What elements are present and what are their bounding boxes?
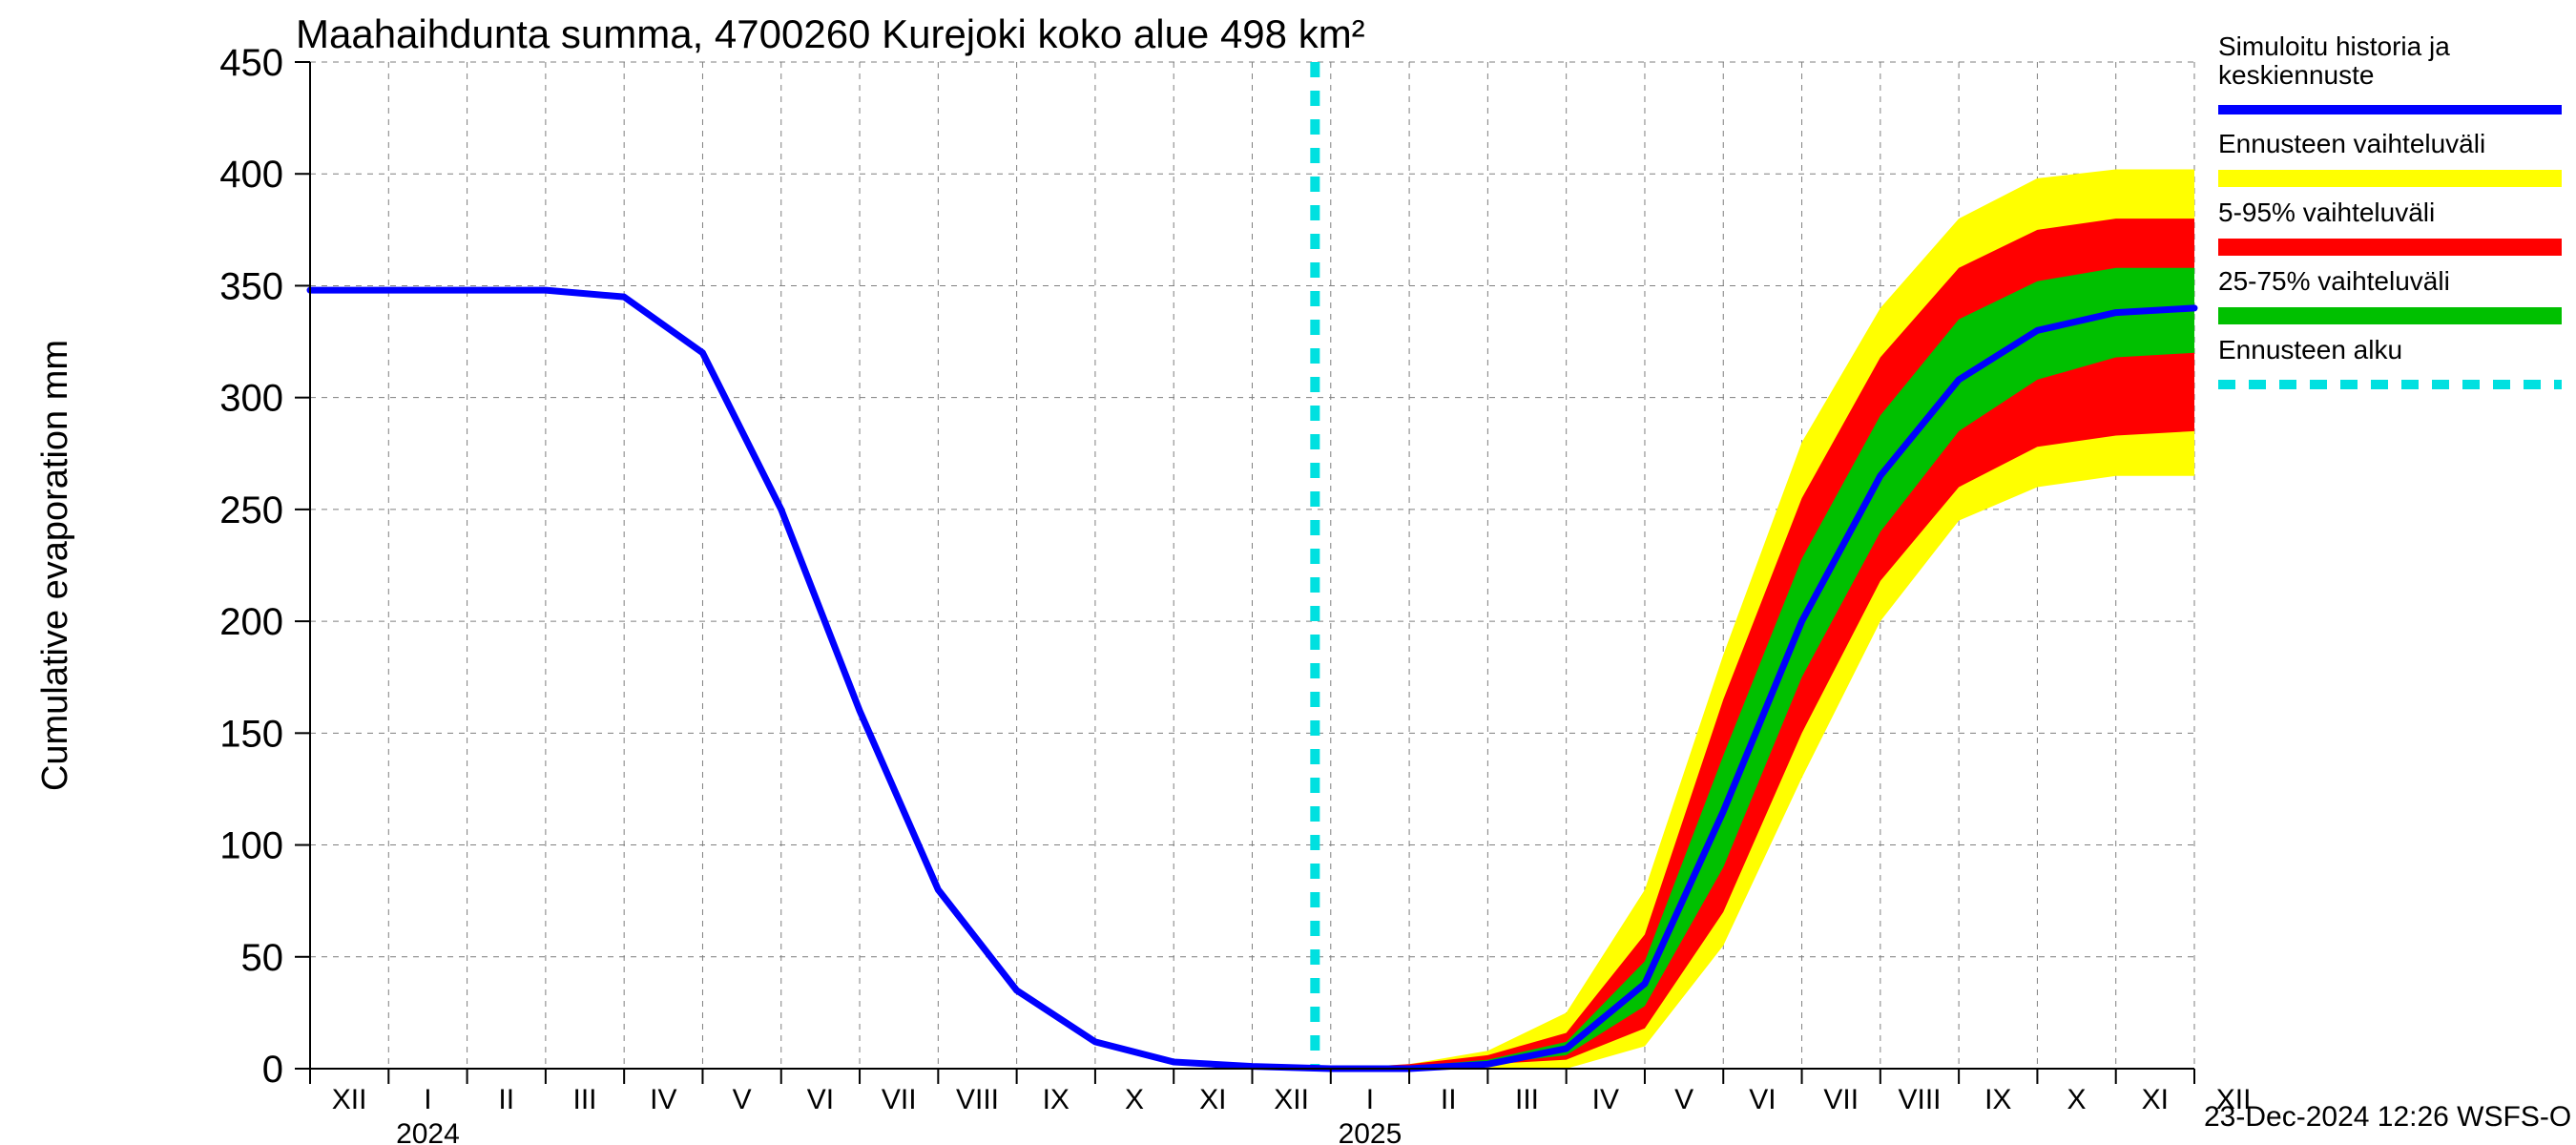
x-tick-label: VII [1823,1084,1859,1115]
chart-footer: 23-Dec-2024 12:26 WSFS-O [2204,1101,2571,1133]
y-tick-label: 450 [219,42,283,84]
x-tick-label: III [1515,1084,1539,1115]
chart-svg: 050100150200250300350400450XIIIIIIIIIVVV… [0,0,2576,1145]
x-tick-label: III [573,1084,597,1115]
y-axis-label: Cumulative evaporation mm [35,340,75,791]
x-tick-label: IV [1592,1084,1619,1115]
legend-label: keskiennuste [2218,60,2374,90]
legend-label: Ennusteen alku [2218,335,2402,364]
x-tick-label: VI [1749,1084,1776,1115]
chart-title: Maahaihdunta summa, 4700260 Kurejoki kok… [296,11,1365,56]
x-tick-label: XI [2142,1084,2169,1115]
legend-swatch [2218,307,2562,324]
y-tick-label: 250 [219,489,283,531]
legend-label: 5-95% vaihteluväli [2218,198,2435,227]
x-tick-label: IX [1984,1084,2011,1115]
x-tick-label: IV [650,1084,676,1115]
x-tick-label: X [1125,1084,1144,1115]
x-tick-label: II [1441,1084,1457,1115]
x-year-label: 2024 [396,1118,460,1145]
y-tick-label: 150 [219,713,283,755]
x-tick-label: V [1674,1084,1693,1115]
x-tick-label: VIII [956,1084,999,1115]
legend-label: 25-75% vaihteluväli [2218,266,2450,296]
x-tick-label: V [733,1084,752,1115]
legend-label: Ennusteen vaihteluväli [2218,129,2485,158]
x-tick-label: VII [882,1084,917,1115]
legend-swatch [2218,239,2562,256]
y-tick-label: 50 [241,937,284,979]
x-tick-label: X [2067,1084,2087,1115]
legend-swatch [2218,170,2562,187]
x-tick-label: I [1366,1084,1374,1115]
y-tick-label: 200 [219,601,283,643]
x-tick-label: VI [807,1084,834,1115]
x-tick-label: I [424,1084,431,1115]
x-tick-label: VIII [1898,1084,1941,1115]
x-year-label: 2025 [1339,1118,1402,1145]
x-tick-label: IX [1043,1084,1070,1115]
x-tick-label: XII [332,1084,367,1115]
y-tick-label: 300 [219,378,283,420]
x-tick-label: XI [1199,1084,1226,1115]
y-tick-label: 350 [219,265,283,307]
chart-container: 050100150200250300350400450XIIIIIIIIIVVV… [0,0,2576,1145]
x-tick-label: XII [1274,1084,1309,1115]
y-tick-label: 100 [219,825,283,867]
y-tick-label: 400 [219,154,283,196]
y-tick-label: 0 [262,1049,283,1091]
legend-label: Simuloitu historia ja [2218,31,2450,61]
x-tick-label: II [498,1084,514,1115]
